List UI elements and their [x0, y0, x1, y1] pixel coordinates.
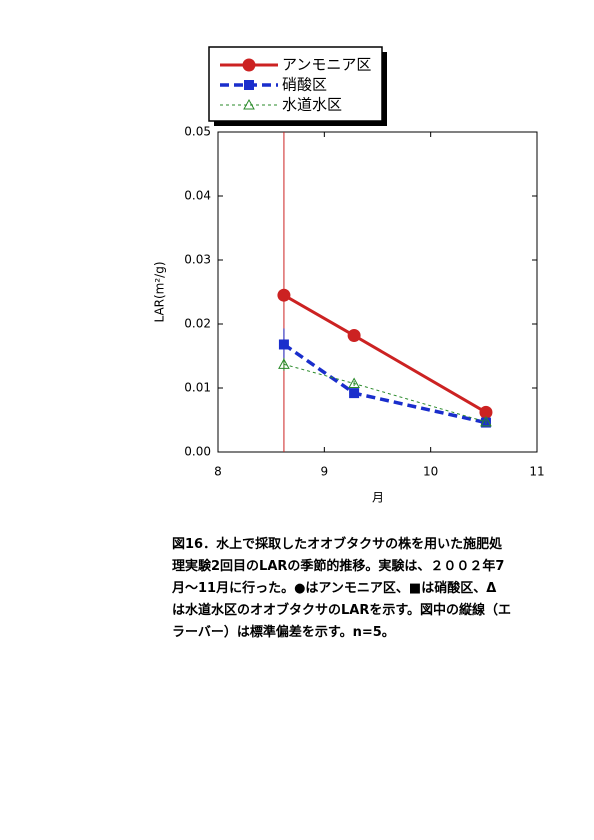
x-tick-label: 11 — [529, 465, 544, 479]
series-line — [283, 293, 487, 414]
caption-line: ラーバー）は標準偏差を示す。n=5。 — [172, 625, 395, 640]
caption: 図16．水上で採取したオオブタクサの株を用いた施肥処 理実験2回目のLARの季節的… — [172, 534, 572, 644]
legend-marker — [244, 80, 254, 90]
data-point — [278, 358, 290, 369]
x-tick-label: 9 — [321, 465, 329, 479]
data-point — [278, 339, 289, 350]
series-line — [282, 343, 487, 425]
data-point — [480, 415, 492, 427]
caption-line: 図16．水上で採取したオオブタクサの株を用いた施肥処 — [172, 537, 503, 552]
y-tick-label: 0.03 — [184, 253, 211, 267]
y-axis-label: LAR(m²/g) — [153, 261, 167, 322]
x-tick-label: 8 — [214, 465, 222, 479]
y-tick-label: 0.01 — [184, 381, 211, 395]
data-point — [347, 329, 361, 343]
caption-line: 月～11月に行った。●はアンモニア区、■は硝酸区、Δ — [172, 581, 497, 596]
data-point — [348, 377, 360, 389]
legend-label: アンモニア区 — [282, 56, 371, 74]
x-axis-label: 月 — [372, 491, 384, 505]
legend-marker — [242, 58, 256, 72]
y-tick-label: 0.04 — [184, 189, 211, 203]
data-point — [479, 405, 493, 419]
legend-marker — [243, 98, 255, 110]
caption-line: は水道水区のオオブタクサのLARを示す。図中の縦線（エ — [172, 603, 512, 618]
chart: 月 LAR(m²/g) 0.00 0.01 0.02 0.03 0.04 0.05 8 9 10… — [153, 46, 545, 505]
x-tick-label: 10 — [423, 465, 438, 479]
caption-line: 理実験2回目のLARの季節的推移。実験は、２００２年7 — [172, 559, 505, 574]
legend-label: 水道水区 — [282, 96, 342, 114]
plot-frame — [217, 131, 538, 453]
y-tick-label: 0.00 — [184, 445, 211, 459]
data-point — [349, 388, 360, 399]
data-point — [277, 288, 291, 302]
legend-label: 硝酸区 — [282, 76, 327, 94]
y-tick-label: 0.02 — [184, 317, 211, 331]
y-tick-label: 0.05 — [184, 125, 211, 139]
